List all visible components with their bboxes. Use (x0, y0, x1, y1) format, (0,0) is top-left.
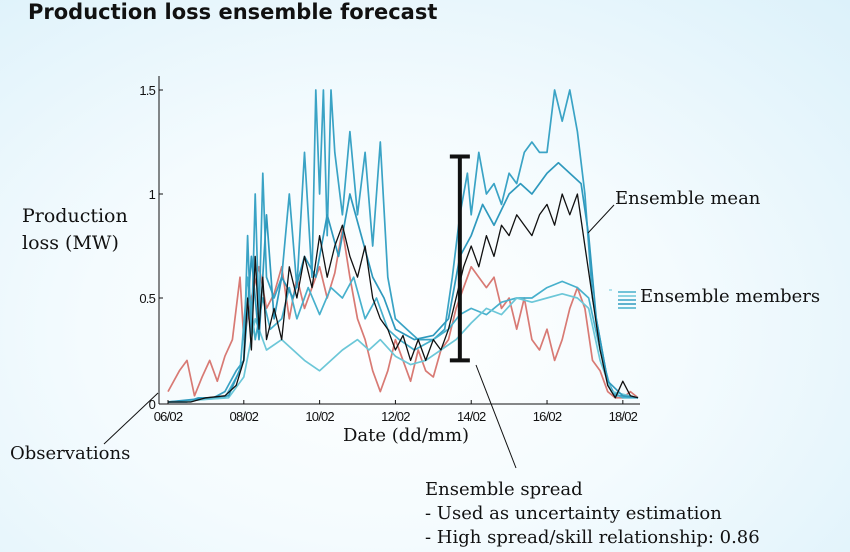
x-tick-label: 08/02 (230, 409, 259, 424)
spread-title: Ensemble spread (425, 479, 583, 500)
x-tick-label: 10/02 (305, 409, 334, 424)
x-tick-label: 14/02 (457, 409, 486, 424)
spread-line-1: - Used as uncertainty estimation (425, 503, 722, 524)
ensemble-members-legend-icon (609, 289, 636, 309)
spread-bar (449, 154, 470, 363)
series-line-ensemble-member-3 (167, 292, 639, 403)
y-axis-label-line1: Production (22, 205, 128, 227)
y-tick-label: 0.5 (139, 291, 155, 306)
series-line-ensemble-member-1 (168, 89, 639, 403)
ensemble-mean-label: Ensemble mean (615, 188, 761, 209)
spread-leader-line (475, 364, 517, 469)
spread-line-2: - High spread/skill relationship: 0.86 (425, 527, 760, 548)
x-axis-label: Date (dd/mm) (343, 425, 470, 446)
mean-leader-line (587, 204, 615, 234)
x-tick-label: 12/02 (381, 409, 410, 424)
observations-label: Observations (10, 443, 131, 464)
y-tick-label: 1.5 (139, 83, 155, 98)
x-tick-label: 06/02 (154, 409, 183, 424)
ensemble-spread-note: Ensemble spread - Used as uncertainty es… (425, 478, 760, 550)
y-axis-label: Production loss (MW) (22, 203, 152, 257)
series-line-ensemble-mean (168, 193, 639, 403)
y-axis-label-line2: loss (MW) (22, 232, 119, 254)
plot-area (167, 89, 639, 403)
ensemble-members-label: Ensemble members (640, 286, 821, 307)
x-ticks: 06/02 08/02 10/02 12/02 14/02 16/02 18/02 (154, 400, 638, 424)
x-tick-label: 18/02 (609, 409, 638, 424)
obs-leader-line (103, 392, 159, 445)
series-line-ensemble-member-2 (167, 276, 638, 403)
series-line-observations (167, 228, 639, 399)
series-line-ensemble-member-4 (167, 161, 639, 403)
y-tick-label: 1 (149, 187, 156, 202)
page-title: Production loss ensemble forecast (28, 0, 438, 24)
y-ticks: 1.5 1 0.5 0 (139, 83, 163, 412)
y-tick-label: 0 (149, 397, 156, 412)
x-tick-label: 16/02 (533, 409, 562, 424)
